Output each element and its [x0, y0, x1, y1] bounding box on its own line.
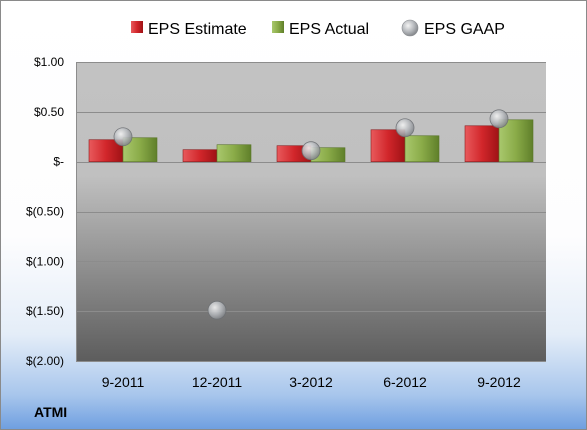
bar-eps-estimate — [370, 129, 406, 162]
bar-eps-actual — [404, 135, 440, 162]
bar-eps-actual — [216, 144, 252, 162]
legend-label: EPS GAAP — [424, 21, 505, 38]
legend-swatch — [401, 19, 419, 37]
x-tick-label: 9-2011 — [102, 374, 145, 390]
x-tick-label: 3-2012 — [289, 374, 333, 390]
bar-eps-actual — [122, 137, 158, 162]
bar-eps-estimate — [182, 149, 218, 162]
bar-eps-actual — [498, 119, 534, 162]
marker-eps-gaap — [113, 127, 133, 147]
x-tick-label: 6-2012 — [383, 374, 427, 390]
plot-area — [76, 62, 546, 361]
y-tick-label: $0.50 — [34, 105, 64, 119]
y-tick-label: $(0.50) — [26, 205, 64, 219]
marker-eps-gaap — [207, 300, 227, 320]
marker-eps-gaap — [395, 118, 415, 138]
legend-label: EPS Actual — [289, 21, 369, 38]
y-tick-label: $(1.00) — [26, 254, 64, 268]
x-tick-label: 9-2012 — [477, 374, 521, 390]
x-tick-label: 12-2011 — [192, 374, 243, 390]
marker-eps-gaap — [489, 109, 509, 129]
legend-swatch — [131, 21, 143, 33]
y-tick-label: $(2.00) — [26, 354, 64, 368]
y-tick-label: $(1.50) — [26, 304, 64, 318]
ticker-label: ATMI — [34, 404, 68, 420]
y-tick-label: $- — [53, 155, 64, 169]
y-tick-label: $1.00 — [34, 55, 64, 69]
legend-swatch — [272, 21, 284, 33]
legend-label: EPS Estimate — [148, 21, 247, 38]
marker-eps-gaap — [301, 141, 321, 161]
bar-eps-estimate — [464, 125, 500, 162]
